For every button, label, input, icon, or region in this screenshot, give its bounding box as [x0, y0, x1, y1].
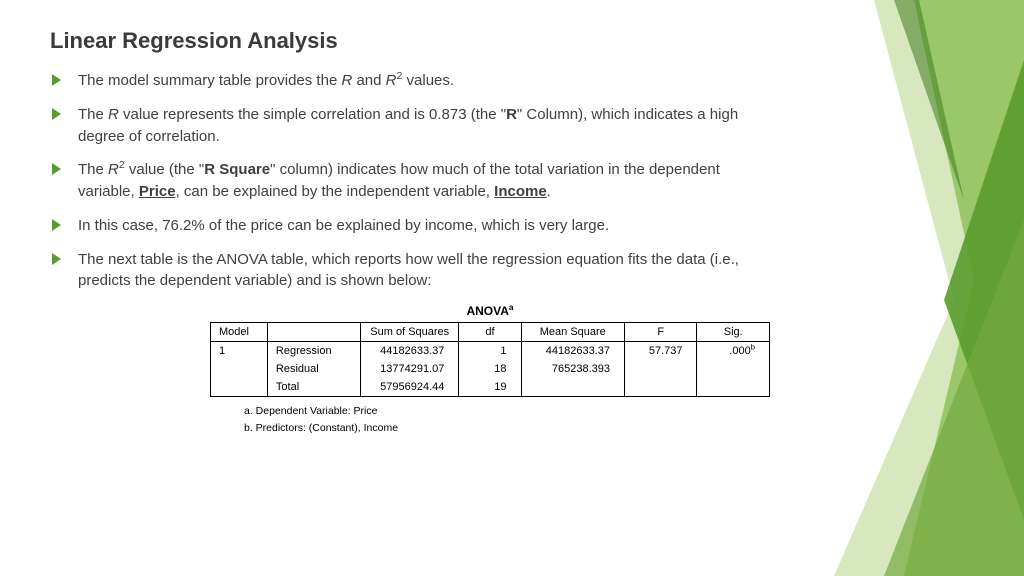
table-row: 1 Regression 44182633.37 1 44182633.37 5… — [211, 342, 770, 361]
anova-section: ANOVAa Model Sum of Squares df Mean Squa… — [210, 304, 770, 437]
bullet-item: The R2 value (the "R Square" column) ind… — [50, 159, 770, 203]
anova-title: ANOVAa — [210, 304, 770, 318]
anova-table: Model Sum of Squares df Mean Square F Si… — [210, 322, 770, 397]
col-f: F — [625, 323, 697, 342]
col-df: df — [459, 323, 521, 342]
anova-footnotes: a. Dependent Variable: Price b. Predicto… — [244, 403, 770, 437]
footnote-a: a. Dependent Variable: Price — [244, 403, 770, 420]
col-ss: Sum of Squares — [361, 323, 459, 342]
bullet-item: The next table is the ANOVA table, which… — [50, 249, 770, 293]
bullet-list: The model summary table provides the R a… — [50, 70, 770, 292]
table-row: Residual 13774291.07 18 765238.393 — [211, 360, 770, 378]
slide-title: Linear Regression Analysis — [50, 28, 770, 54]
col-model: Model — [211, 323, 268, 342]
bullet-item: The R value represents the simple correl… — [50, 104, 770, 148]
bullet-item: The model summary table provides the R a… — [50, 70, 770, 92]
table-row: Total 57956924.44 19 — [211, 378, 770, 397]
footnote-b: b. Predictors: (Constant), Income — [244, 420, 770, 437]
col-sig: Sig. — [697, 323, 770, 342]
bullet-item: In this case, 76.2% of the price can be … — [50, 215, 770, 237]
col-ms: Mean Square — [521, 323, 625, 342]
